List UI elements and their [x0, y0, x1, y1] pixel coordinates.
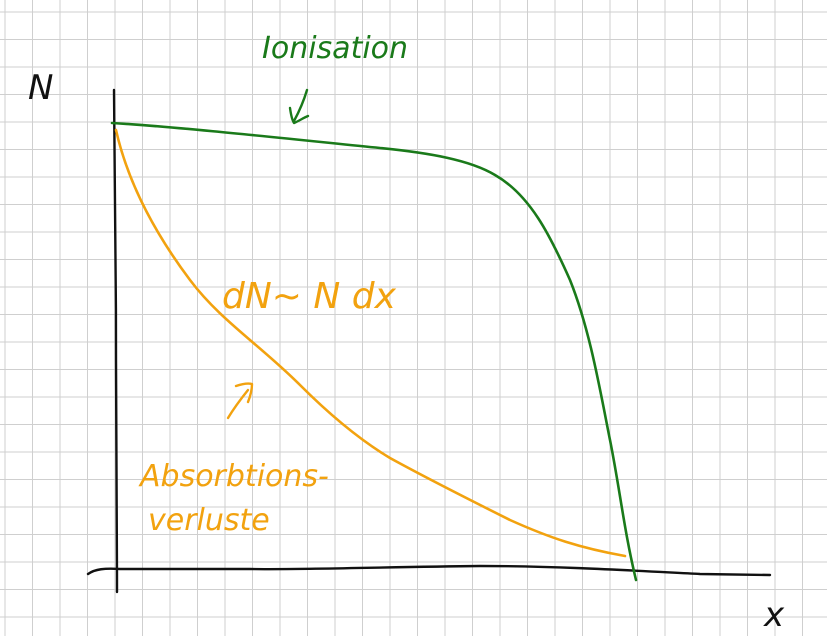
y-axis-line [112, 88, 119, 594]
ionisation-label: Ionisation [262, 31, 408, 66]
formula-label: dN~ N dx [222, 276, 397, 317]
absorption-label-line1: Absorbtions- [138, 459, 329, 494]
ionisation-curve [110, 121, 638, 582]
absorption-label-line2: verluste [148, 503, 270, 538]
y-axis-label: N [28, 68, 53, 108]
axes: N x [28, 68, 785, 635]
arrow-up-right-icon [226, 382, 254, 420]
arrow-down-left-icon [288, 88, 310, 125]
x-axis-label: x [763, 595, 785, 635]
absorption-curve [114, 128, 627, 558]
x-axis-line [86, 564, 772, 577]
